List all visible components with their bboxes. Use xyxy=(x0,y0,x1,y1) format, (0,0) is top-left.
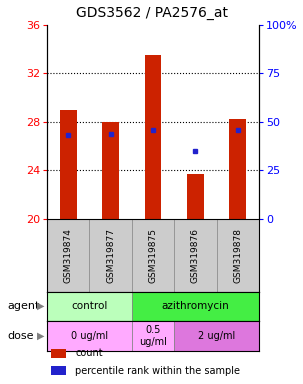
Text: GSM319877: GSM319877 xyxy=(106,228,115,283)
Text: GSM319874: GSM319874 xyxy=(64,228,73,283)
Bar xyxy=(132,321,174,351)
Text: percentile rank within the sample: percentile rank within the sample xyxy=(75,366,241,376)
Bar xyxy=(229,119,246,219)
Text: ▶: ▶ xyxy=(37,301,45,311)
Bar xyxy=(102,122,119,219)
Text: 0 ug/ml: 0 ug/ml xyxy=(71,331,108,341)
Text: dose: dose xyxy=(8,331,34,341)
Bar xyxy=(174,321,259,351)
Text: ▶: ▶ xyxy=(37,331,45,341)
Text: 0.5
ug/ml: 0.5 ug/ml xyxy=(139,325,167,347)
Bar xyxy=(47,292,132,321)
Text: azithromycin: azithromycin xyxy=(161,301,229,311)
Bar xyxy=(47,321,132,351)
Bar xyxy=(145,55,161,219)
Bar xyxy=(51,366,66,375)
Bar xyxy=(60,110,77,219)
Bar xyxy=(132,292,259,321)
Bar xyxy=(187,174,204,219)
Text: agent: agent xyxy=(8,301,40,311)
Text: count: count xyxy=(75,348,103,358)
Text: GSM319875: GSM319875 xyxy=(148,228,158,283)
Text: 2 ug/ml: 2 ug/ml xyxy=(198,331,235,341)
Text: GSM319876: GSM319876 xyxy=(191,228,200,283)
Text: control: control xyxy=(71,301,108,311)
Text: GDS3562 / PA2576_at: GDS3562 / PA2576_at xyxy=(75,7,228,20)
Text: GSM319878: GSM319878 xyxy=(233,228,242,283)
Bar xyxy=(51,349,66,358)
